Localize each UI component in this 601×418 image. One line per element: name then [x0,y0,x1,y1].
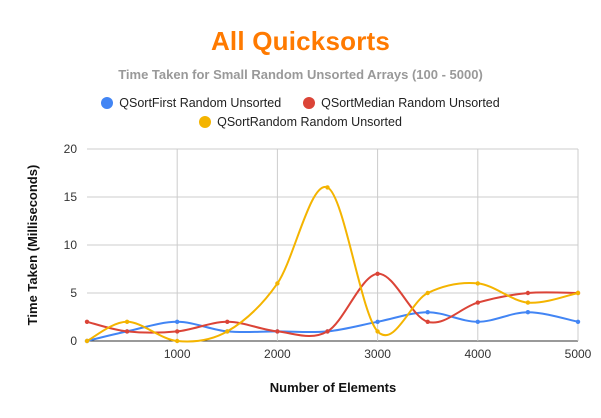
series-line-2[interactable] [86,186,579,343]
series-points [84,185,581,344]
legend-item-qsortrandom[interactable]: QSortRandom Random Unsorted [199,115,402,129]
x-tick-label: 3000 [364,347,391,361]
data-point-0-10[interactable] [575,319,581,324]
data-point-0-6[interactable] [375,319,380,324]
legend-row-1: QSortFirst Random Unsorted QSortMedian R… [0,96,601,110]
data-point-2-10[interactable] [575,290,581,296]
legend-row-2: QSortRandom Random Unsorted [0,115,601,129]
data-point-2-6[interactable] [375,329,380,334]
data-point-2-0[interactable] [84,338,90,344]
data-point-1-4[interactable] [275,329,280,334]
data-point-2-3[interactable] [225,329,230,334]
data-point-2-8[interactable] [475,281,480,286]
y-tick-label: 5 [70,286,77,300]
series-lines [86,186,579,343]
data-point-2-1[interactable] [124,319,130,324]
legend-label-qsortfirst: QSortFirst Random Unsorted [119,96,282,110]
x-tick-label: 1000 [164,347,191,361]
legend-label-qsortmedian: QSortMedian Random Unsorted [321,96,500,110]
data-point-0-7[interactable] [425,310,430,315]
y-axis-title: Time Taken (Milliseconds) [25,165,40,326]
data-point-1-9[interactable] [525,290,531,296]
legend-item-qsortfirst[interactable]: QSortFirst Random Unsorted [101,96,281,110]
chart-title: All Quicksorts [210,26,391,56]
data-point-1-2[interactable] [174,329,180,334]
data-point-1-6[interactable] [375,271,380,276]
x-axis-title: Number of Elements [270,380,396,395]
chart-subtitle: Time Taken for Small Random Unsorted Arr… [118,67,483,82]
series-line-1[interactable] [86,272,579,338]
legend-label-qsortrandom: QSortRandom Random Unsorted [217,115,402,129]
x-tick-label: 2000 [264,347,291,361]
x-tick-label: 4000 [464,347,491,361]
y-tick-label: 20 [64,142,78,156]
data-point-2-4[interactable] [275,281,280,286]
data-point-0-8[interactable] [475,319,480,324]
data-point-1-5[interactable] [325,329,330,334]
legend-item-qsortmedian[interactable]: QSortMedian Random Unsorted [303,96,500,110]
data-point-1-1[interactable] [124,329,130,334]
data-point-1-0[interactable] [84,319,90,324]
y-tick-label: 10 [64,238,78,252]
y-tick-label: 15 [64,190,78,204]
data-point-0-2[interactable] [174,319,180,324]
x-tick-label: 5000 [565,347,592,361]
data-point-1-8[interactable] [475,300,480,305]
data-point-0-9[interactable] [525,310,531,315]
legend-marker-qsortmedian [303,97,316,109]
data-point-2-9[interactable] [525,300,531,305]
legend-marker-qsortfirst [101,97,114,109]
legend-marker-qsortrandom [199,116,212,128]
data-point-1-7[interactable] [425,319,430,324]
data-point-1-3[interactable] [225,319,230,324]
data-point-2-7[interactable] [425,290,430,296]
data-point-2-2[interactable] [174,338,180,344]
grid-lines [87,148,579,342]
data-point-2-5[interactable] [325,185,330,190]
y-tick-label: 0 [70,334,77,348]
axis-ticks: 0 5 10 15 20 1000 2000 3000 4000 5000 [64,142,592,361]
